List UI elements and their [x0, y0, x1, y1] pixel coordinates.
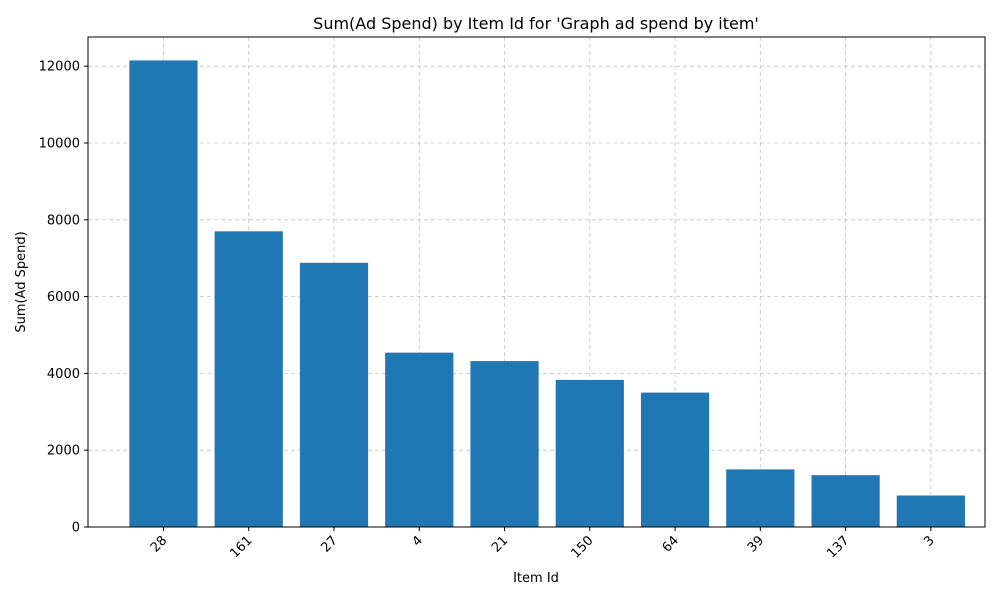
bar-item-64	[640, 392, 710, 527]
y-tick-label: 12000	[39, 60, 80, 75]
y-tick-label: 6000	[47, 290, 80, 305]
x-axis-label: Item Id	[513, 571, 559, 586]
y-axis-label: Sum(Ad Spend)	[14, 231, 29, 332]
x-tick-label: 64	[660, 533, 682, 555]
x-tick-label: 150	[568, 533, 596, 561]
x-tick-label: 21	[489, 533, 511, 555]
y-tick-label: 10000	[39, 136, 80, 151]
bar-item-27	[299, 262, 369, 527]
plot-frame	[87, 36, 986, 528]
bar-item-21	[470, 361, 539, 527]
y-tick-label: 8000	[47, 213, 80, 228]
x-tick-label: 39	[745, 533, 767, 555]
x-tick-label: 161	[227, 533, 255, 561]
bar-item-150	[555, 379, 624, 527]
chart-title: Sum(Ad Spend) by Item Id for 'Graph ad s…	[313, 14, 759, 33]
y-tick-label: 4000	[47, 367, 80, 382]
bar-item-4	[385, 352, 454, 527]
bar-item-28	[129, 60, 198, 527]
bar-item-3	[896, 495, 965, 527]
bar-item-39	[726, 469, 795, 527]
bar-item-137	[811, 475, 880, 527]
x-tick-label: 3	[921, 533, 937, 549]
x-tick-label: 28	[148, 533, 170, 555]
x-tick-label: 27	[319, 533, 341, 555]
bars	[129, 60, 965, 527]
x-tick-label: 4	[410, 533, 426, 549]
y-tick-label: 2000	[47, 444, 80, 459]
y-tick-label: 0	[72, 521, 80, 536]
bar-item-161	[214, 231, 283, 527]
x-tick-label: 137	[824, 533, 852, 561]
